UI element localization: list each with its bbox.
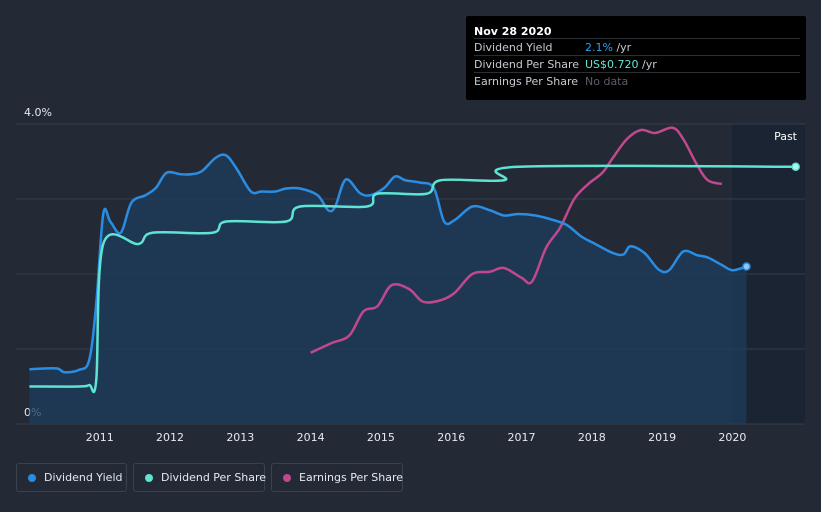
tooltip-row-dividend-yield: Dividend Yield 2.1% /yr [474, 38, 800, 56]
legend-earnings-per-share[interactable]: Earnings Per Share [271, 463, 403, 492]
x-tick-label: 2017 [508, 431, 536, 444]
x-tick-label: 2011 [86, 431, 114, 444]
tooltip-value: 2.1% [585, 41, 613, 54]
legend-dot-icon [28, 474, 36, 482]
dividend-yield-line [29, 153, 747, 374]
dividend-per-share-line [29, 164, 796, 394]
dividend-yield-end-marker [742, 262, 751, 271]
legend-label: Dividend Per Share [161, 471, 267, 484]
tooltip: Nov 28 2020 Dividend Yield 2.1% /yr Divi… [466, 16, 806, 100]
legend-dot-icon [283, 474, 291, 482]
tooltip-row-earnings-per-share: Earnings Per Share No data [474, 72, 800, 90]
x-tick-label: 2015 [367, 431, 395, 444]
dividend-per-share-end-marker [791, 162, 800, 171]
tooltip-value: US$0.720 [585, 58, 639, 71]
past-label: Past [774, 130, 798, 143]
legend-label: Earnings Per Share [299, 471, 404, 484]
tooltip-label: Earnings Per Share [474, 75, 579, 88]
x-tick-label: 2016 [437, 431, 465, 444]
tooltip-label: Dividend Yield [474, 41, 553, 54]
x-tick-label: 2020 [718, 431, 746, 444]
legend-dividend-per-share[interactable]: Dividend Per Share [133, 463, 267, 492]
y-tick-label: 4.0% [24, 106, 52, 119]
earnings-per-share-line [310, 126, 723, 354]
tooltip-date: Nov 28 2020 [474, 25, 552, 38]
legend-dividend-yield[interactable]: Dividend Yield [16, 463, 127, 492]
legend-label: Dividend Yield [44, 471, 123, 484]
x-tick-label: 2012 [156, 431, 184, 444]
tooltip-row-dividend-per-share: Dividend Per Share US$0.720 /yr [474, 55, 800, 73]
x-tick-label: 2019 [648, 431, 676, 444]
x-tick-label: 2018 [578, 431, 606, 444]
tooltip-unit: /yr [638, 58, 657, 71]
x-tick-label: 2013 [226, 431, 254, 444]
tooltip-value: No data [585, 75, 629, 88]
x-tick-label: 2014 [297, 431, 325, 444]
tooltip-unit: /yr [612, 41, 632, 54]
tooltip-label: Dividend Per Share [474, 58, 580, 71]
legend-dot-icon [145, 474, 153, 482]
